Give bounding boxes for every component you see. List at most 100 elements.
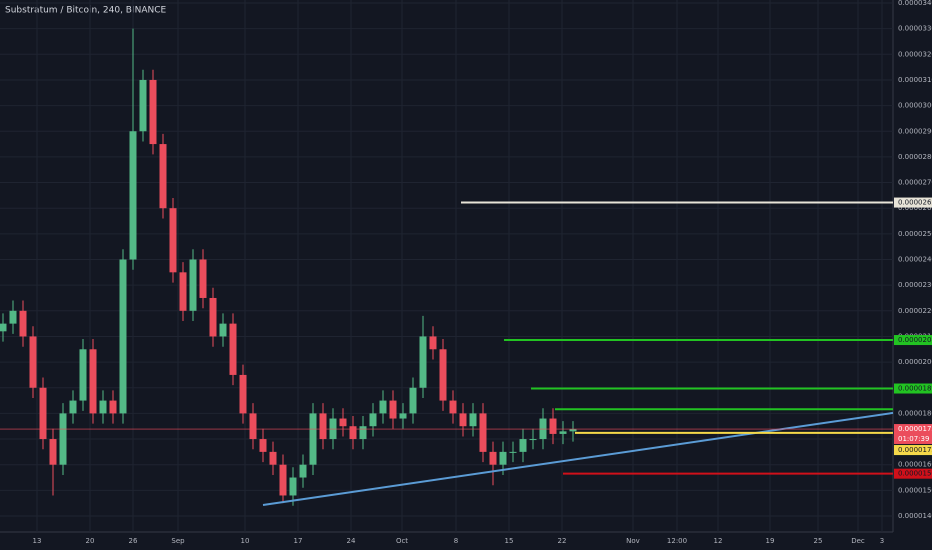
x-tick-label: 13 [33, 537, 42, 545]
level-price-label: 0.00001724 [898, 446, 932, 454]
candle-body [349, 426, 357, 440]
candle-body [479, 413, 487, 452]
x-tick-label: 20 [86, 537, 95, 545]
candle-body [229, 323, 237, 375]
y-tick-label: 0.00001800 [898, 409, 932, 417]
candle-body [259, 439, 267, 452]
candle-body [389, 400, 397, 419]
level-price-box [894, 197, 932, 208]
candle-body [179, 272, 187, 311]
candle-body [369, 413, 377, 427]
candle-body [239, 374, 247, 414]
y-tick-label: 0.00002000 [898, 358, 932, 366]
candle-body [9, 310, 17, 324]
level-price-label: 0.00001897 [898, 385, 932, 393]
candle-body [39, 387, 47, 440]
candle-body [469, 413, 477, 427]
candle-body [449, 400, 457, 414]
current-price-label: 0.00001739 [898, 425, 932, 433]
candle-body [409, 387, 417, 414]
candle-body [139, 79, 147, 132]
candle-body [99, 400, 107, 414]
x-tick-label: 15 [505, 537, 514, 545]
x-tick-label: 19 [766, 537, 775, 545]
candle-body [249, 413, 257, 440]
candle-body [319, 413, 327, 440]
candle-body [189, 259, 197, 311]
candle-body [159, 144, 167, 209]
candle-body [399, 413, 407, 419]
x-tick-label: 25 [814, 537, 823, 545]
candle-body [219, 323, 227, 337]
y-tick-label: 0.00003100 [898, 76, 932, 84]
x-tick-label: Dec [851, 537, 865, 545]
candle-body [299, 464, 307, 478]
x-tick-label: Sep [171, 537, 185, 545]
y-tick-label: 0.00001500 [898, 486, 932, 494]
candle-body [19, 310, 27, 337]
candle-body [269, 451, 277, 465]
candle-body [149, 79, 157, 145]
candle-body [509, 451, 517, 453]
candle-body [549, 418, 557, 434]
x-tick-label: Nov [626, 537, 640, 545]
candle-body [309, 413, 317, 465]
x-tick-label: 17 [294, 537, 303, 545]
y-tick-label: 0.00002500 [898, 230, 932, 238]
candle-body [0, 323, 7, 332]
y-tick-label: 0.00003400 [898, 0, 932, 7]
level-price-box [894, 468, 932, 479]
candle-body [129, 131, 137, 260]
level-price-label: 0.00002086 [898, 336, 932, 344]
candle-body [79, 349, 87, 401]
candle-body [379, 400, 387, 414]
y-tick-label: 0.00003300 [898, 25, 932, 33]
x-tick-label: 26 [129, 537, 138, 545]
candle-body [499, 451, 507, 465]
candle-body [529, 439, 537, 441]
y-tick-label: 0.00002600 [898, 204, 932, 212]
x-tick-label: 3 [880, 537, 884, 545]
chart-title: Substratum / Bitcoin, 240, BINANCE [5, 6, 167, 16]
x-tick-label: 24 [347, 537, 356, 545]
x-tick-label: 12:00 [667, 537, 687, 545]
candle-body [559, 431, 567, 434]
candle-body [119, 259, 127, 414]
candle-body [59, 413, 67, 465]
candle-body [209, 297, 217, 337]
candle-body [279, 464, 287, 496]
y-tick-label: 0.00002300 [898, 281, 932, 289]
candle-body [109, 400, 117, 414]
candle-body [29, 336, 37, 388]
level-price-label: 0.00001565 [898, 470, 932, 478]
candle-body [519, 439, 527, 452]
candle-body [289, 477, 297, 496]
level-price-box [894, 445, 932, 456]
candle-body [339, 418, 347, 427]
y-tick-label: 0.00002700 [898, 179, 932, 187]
level-price-box [894, 383, 932, 394]
y-tick-label: 0.00002400 [898, 256, 932, 264]
candle-body [459, 413, 467, 427]
candle-body [419, 336, 427, 388]
y-tick-label: 0.00003000 [898, 102, 932, 110]
y-tick-label: 0.00002900 [898, 127, 932, 135]
y-tick-label: 0.00001400 [898, 512, 932, 520]
candle-body [439, 349, 447, 401]
x-tick-label: 8 [454, 537, 458, 545]
x-tick-label: 12 [714, 537, 723, 545]
level-price-box [894, 335, 932, 346]
x-tick-label: 10 [241, 537, 250, 545]
y-tick-label: 0.00001600 [898, 461, 932, 469]
candle-body [49, 439, 57, 465]
candle-body [89, 349, 97, 414]
current-price-box [894, 424, 932, 445]
candle-body [69, 400, 77, 414]
y-tick-label: 0.00003200 [898, 50, 932, 58]
y-tick-label: 0.00002200 [898, 307, 932, 315]
candle-body [169, 208, 177, 273]
level-price-label: 0.00002622 [898, 199, 932, 207]
candle-body [429, 336, 437, 350]
x-tick-label: 22 [558, 537, 567, 545]
